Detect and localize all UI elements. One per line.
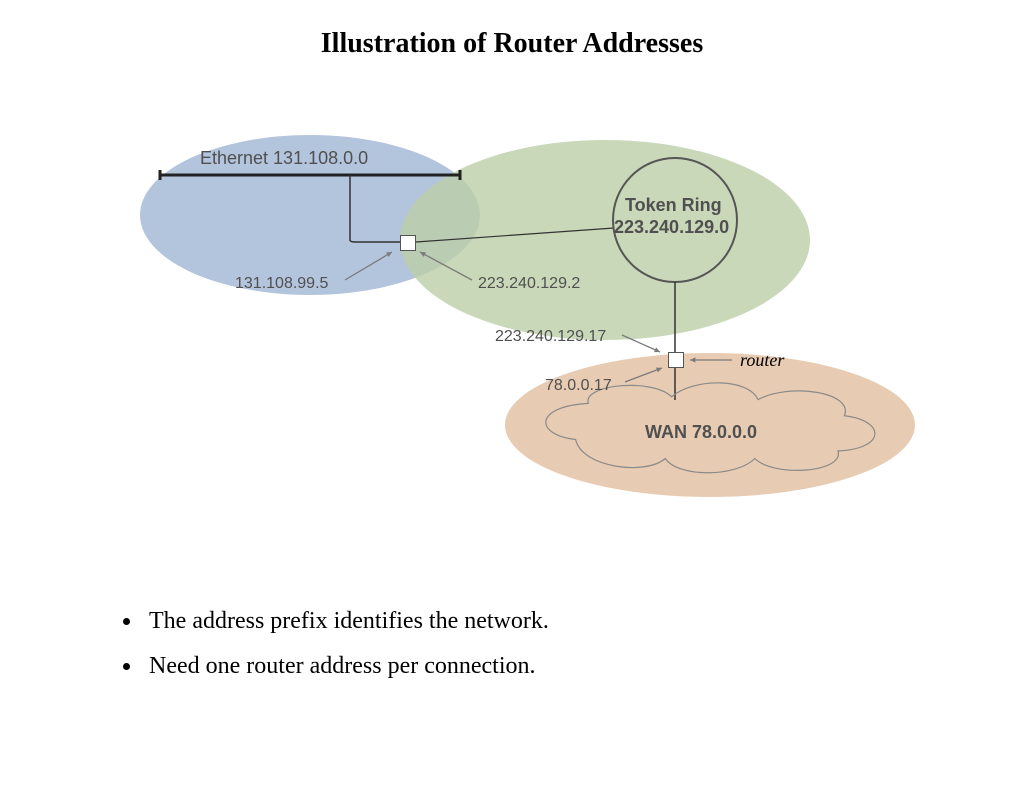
bullet-item: The address prefix identifies the networ… [143,608,549,635]
tokenring-label-1: Token Ring [625,195,722,216]
wan-network-label: WAN 78.0.0.0 [645,422,757,443]
router2-lower-address: 78.0.0.17 [545,377,612,395]
router1-right-address: 223.240.129.2 [478,275,580,293]
bullet-list: The address prefix identifies the networ… [115,608,549,698]
router1-left-address: 131.108.99.5 [235,275,328,293]
page-title: Illustration of Router Addresses [0,28,1024,60]
router2-upper-address: 223.240.129.17 [495,328,606,346]
bullet-item: Need one router address per connection. [143,653,549,680]
ethernet-network-label: Ethernet 131.108.0.0 [200,148,368,169]
tokenring-label-2: 223.240.129.0 [614,217,729,238]
router-annotation: router [740,350,784,371]
router-2 [668,352,684,368]
router-diagram: Ethernet 131.108.0.0 131.108.99.5 223.24… [100,100,930,500]
router-1 [400,235,416,251]
